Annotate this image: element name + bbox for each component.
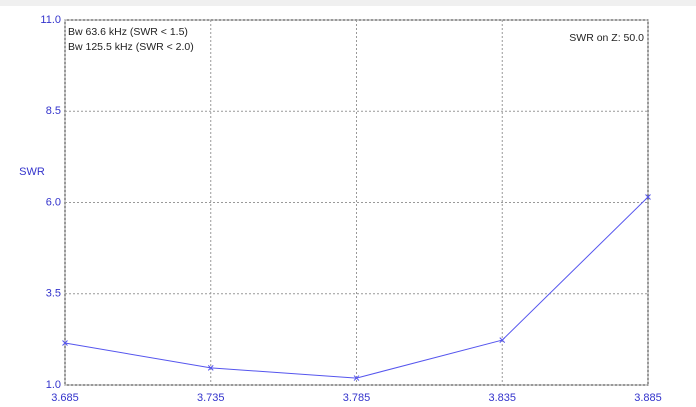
point-marker bbox=[62, 340, 68, 346]
point-marker bbox=[499, 337, 506, 343]
y-tick-label: 1.0 bbox=[46, 379, 61, 391]
y-tick-label: 8.5 bbox=[46, 105, 61, 117]
y-tick-label: 11.0 bbox=[40, 14, 61, 26]
y-tick-label: 3.5 bbox=[46, 288, 61, 300]
annotation: Bw 63.6 kHz (SWR < 1.5) bbox=[68, 26, 188, 38]
y-tick-label: 6.0 bbox=[46, 196, 61, 208]
x-tick-label: 3.785 bbox=[343, 392, 371, 404]
menu-strip bbox=[0, 0, 696, 6]
point-marker bbox=[207, 364, 214, 371]
x-tick-label: 3.885 bbox=[634, 392, 662, 404]
x-tick-label: 3.835 bbox=[488, 392, 516, 404]
x-tick-label: 3.685 bbox=[51, 392, 79, 404]
x-tick-label: 3.735 bbox=[197, 392, 225, 404]
plot-frame bbox=[64, 19, 649, 386]
y-axis-label: SWR bbox=[19, 166, 45, 178]
annotation: SWR on Z: 50.0 bbox=[569, 32, 644, 44]
point-marker bbox=[645, 194, 651, 200]
annotation: Bw 125.5 kHz (SWR < 2.0) bbox=[68, 41, 194, 53]
point-marker bbox=[353, 375, 360, 381]
